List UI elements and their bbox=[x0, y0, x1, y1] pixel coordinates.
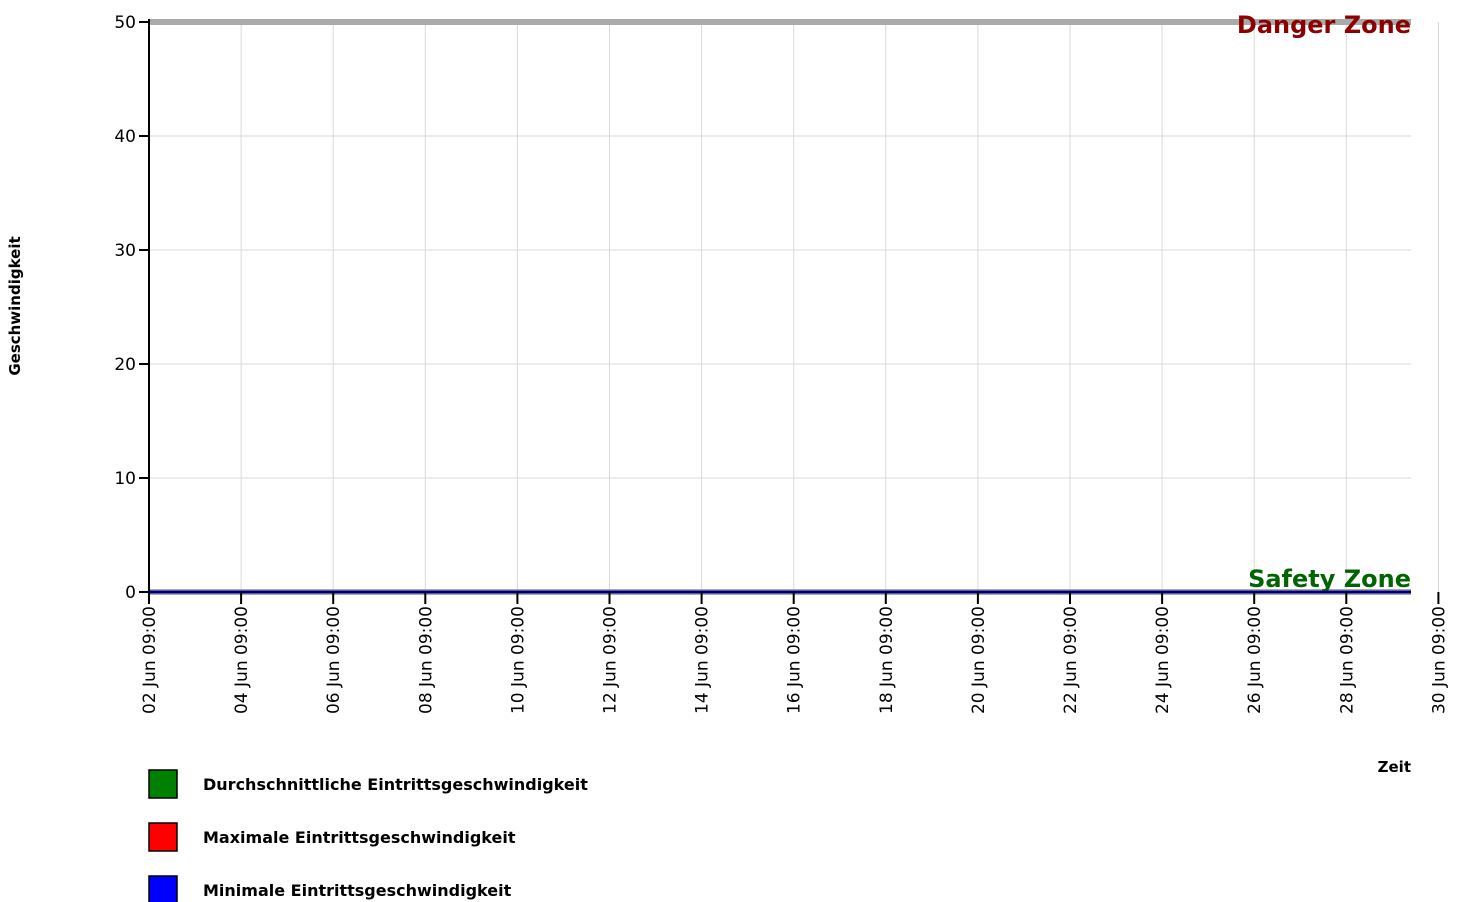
x-tick-label: 14 Jun 09:00 bbox=[693, 606, 713, 714]
y-tick-label: 10 bbox=[114, 469, 136, 489]
legend: Durchschnittliche Eintrittsgeschwindigke… bbox=[148, 769, 588, 902]
x-tick-label: 26 Jun 09:00 bbox=[1245, 606, 1265, 714]
legend-label: Durchschnittliche Eintrittsgeschwindigke… bbox=[203, 775, 588, 794]
x-tick-label: 04 Jun 09:00 bbox=[232, 606, 252, 714]
y-tick-label: 20 bbox=[114, 355, 136, 375]
legend-swatch bbox=[148, 875, 178, 902]
x-tick-label: 18 Jun 09:00 bbox=[877, 606, 897, 714]
threshold-lines: Danger Zone Safety Zone bbox=[149, 11, 1411, 595]
y-tick-label: 30 bbox=[114, 241, 136, 261]
y-tick-label: 50 bbox=[114, 13, 136, 33]
legend-label: Minimale Eintrittsgeschwindigkeit bbox=[203, 881, 512, 900]
x-tick-label: 16 Jun 09:00 bbox=[785, 606, 805, 714]
x-tick-label: 10 Jun 09:00 bbox=[508, 606, 528, 714]
gridlines bbox=[149, 21, 1439, 592]
axes: 0 10 20 30 40 50 02 Jun 09:00 04 Jun 09:00 06 Ju… bbox=[114, 13, 1449, 714]
y-tick-label: 40 bbox=[114, 127, 136, 147]
x-tick-label: 06 Jun 09:00 bbox=[324, 606, 344, 714]
threshold-label: Safety Zone bbox=[1248, 565, 1411, 593]
legend-label: Maximale Eintrittsgeschwindigkeit bbox=[203, 828, 516, 847]
legend-swatch bbox=[148, 822, 178, 852]
x-tick-label: 22 Jun 09:00 bbox=[1061, 606, 1081, 714]
x-tick-label: 12 Jun 09:00 bbox=[601, 606, 621, 714]
threshold-label: Danger Zone bbox=[1237, 11, 1411, 39]
x-tick-label: 02 Jun 09:00 bbox=[140, 606, 160, 714]
x-tick-label: 30 Jun 09:00 bbox=[1429, 606, 1449, 714]
y-tick-label: 0 bbox=[125, 583, 136, 603]
x-tick-label: 24 Jun 09:00 bbox=[1153, 606, 1173, 714]
x-tick-label: 20 Jun 09:00 bbox=[969, 606, 989, 714]
legend-swatch bbox=[148, 769, 178, 799]
y-axis-title: Geschwindigkeit bbox=[6, 236, 24, 375]
x-axis-title: Zeit bbox=[1378, 758, 1411, 776]
x-tick-label: 08 Jun 09:00 bbox=[416, 606, 436, 714]
x-tick-label: 28 Jun 09:00 bbox=[1337, 606, 1357, 714]
